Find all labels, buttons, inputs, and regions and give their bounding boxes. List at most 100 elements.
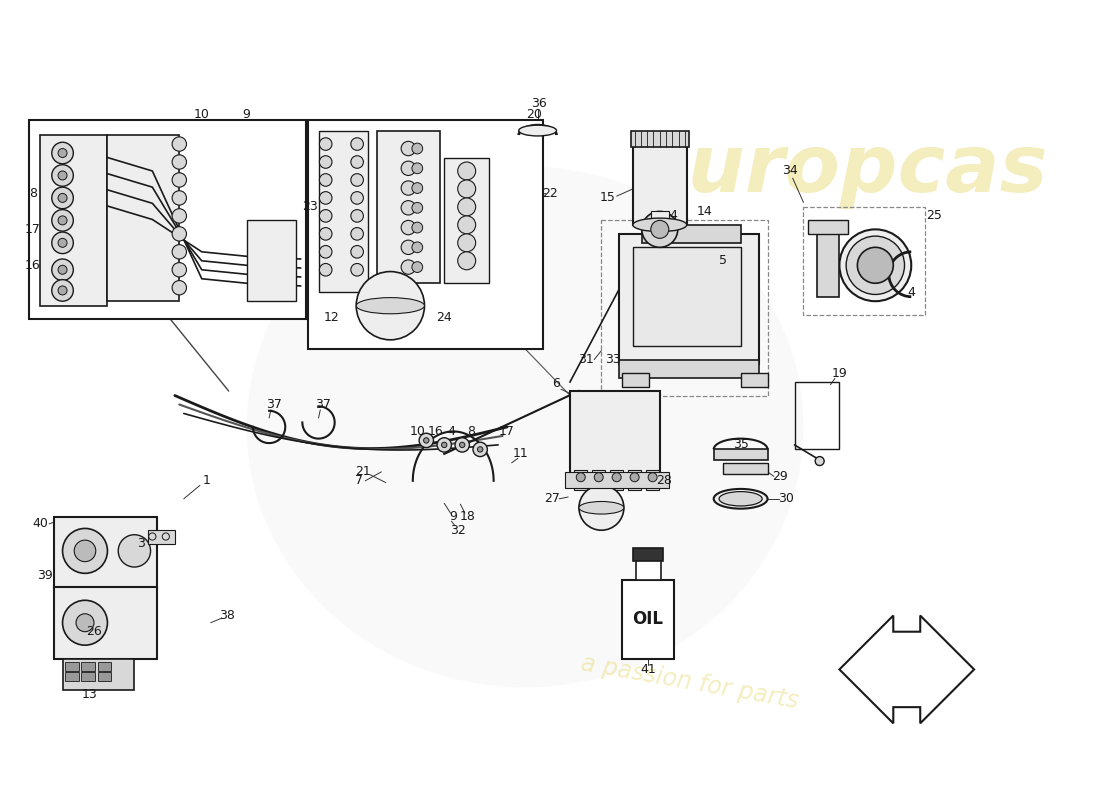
Circle shape [74, 540, 96, 562]
Bar [319, 130, 367, 292]
Text: 16: 16 [25, 258, 41, 272]
Bar [647, 470, 659, 490]
Circle shape [351, 174, 363, 186]
Circle shape [351, 156, 363, 168]
Circle shape [319, 192, 332, 204]
Bar [628, 470, 641, 490]
Text: 21: 21 [355, 466, 372, 478]
Circle shape [52, 280, 74, 302]
Circle shape [460, 442, 465, 447]
Text: 22: 22 [542, 187, 558, 200]
Circle shape [815, 457, 824, 466]
Bar [714, 450, 768, 460]
Circle shape [576, 473, 585, 482]
Bar [30, 120, 306, 319]
Circle shape [458, 234, 475, 252]
Circle shape [52, 232, 74, 254]
Circle shape [437, 438, 451, 452]
Bar [593, 470, 605, 490]
Text: 5: 5 [718, 254, 727, 267]
Circle shape [52, 165, 74, 186]
Circle shape [118, 534, 151, 567]
Text: a passion for parts: a passion for parts [579, 651, 801, 714]
Circle shape [411, 163, 422, 174]
Text: 12: 12 [324, 311, 340, 324]
Circle shape [63, 529, 108, 574]
Bar [636, 560, 661, 580]
Bar [623, 580, 674, 658]
Text: 10: 10 [409, 425, 426, 438]
Circle shape [458, 252, 475, 270]
Bar [602, 220, 768, 395]
Circle shape [402, 181, 416, 195]
Circle shape [63, 600, 108, 645]
Circle shape [630, 473, 639, 482]
Bar [641, 225, 740, 243]
Ellipse shape [719, 492, 762, 506]
Bar [65, 672, 79, 681]
Bar [444, 158, 490, 283]
Text: 33: 33 [605, 353, 621, 366]
Circle shape [319, 156, 332, 168]
Circle shape [172, 190, 187, 205]
Circle shape [76, 614, 94, 632]
Text: 37: 37 [266, 398, 282, 411]
Text: 10: 10 [194, 108, 210, 121]
Text: 25: 25 [926, 210, 942, 222]
Text: 34: 34 [782, 165, 797, 178]
Bar [63, 658, 134, 690]
Bar [108, 135, 179, 302]
Text: 40: 40 [32, 517, 48, 530]
Bar [651, 211, 669, 230]
Ellipse shape [632, 218, 686, 232]
Text: 17: 17 [25, 223, 41, 236]
Ellipse shape [579, 502, 624, 514]
Bar [570, 391, 660, 476]
Text: 41: 41 [640, 663, 656, 676]
Text: 3: 3 [136, 537, 144, 550]
Bar [619, 359, 759, 378]
Circle shape [172, 245, 187, 259]
Circle shape [402, 201, 416, 215]
Text: 18: 18 [460, 510, 475, 523]
Bar [246, 220, 296, 302]
Bar [610, 470, 623, 490]
Circle shape [477, 446, 483, 452]
Circle shape [411, 182, 422, 194]
Bar [65, 662, 79, 671]
Bar [623, 373, 649, 386]
Circle shape [148, 533, 156, 540]
Ellipse shape [839, 230, 911, 302]
Bar [98, 662, 111, 671]
Text: 7: 7 [355, 474, 363, 487]
Circle shape [455, 438, 470, 452]
Text: europcas: europcas [632, 130, 1047, 209]
Circle shape [441, 442, 447, 447]
Text: 4: 4 [448, 425, 455, 438]
Text: 26: 26 [86, 626, 102, 638]
Text: 29: 29 [772, 470, 788, 483]
Circle shape [402, 260, 416, 274]
Bar [631, 130, 689, 146]
Circle shape [172, 209, 187, 223]
Bar [81, 672, 95, 681]
Circle shape [458, 162, 475, 180]
Text: OIL: OIL [632, 610, 663, 628]
Circle shape [52, 142, 74, 164]
Circle shape [402, 220, 416, 234]
Bar [565, 472, 669, 488]
Circle shape [52, 187, 74, 209]
Circle shape [473, 442, 487, 457]
Circle shape [58, 194, 67, 202]
Bar [54, 587, 157, 658]
Circle shape [172, 155, 187, 169]
Circle shape [319, 210, 332, 222]
Text: 15: 15 [600, 191, 616, 205]
Bar [723, 463, 768, 474]
Circle shape [58, 266, 67, 274]
Bar [632, 247, 740, 346]
Text: 8: 8 [29, 187, 37, 200]
Circle shape [411, 242, 422, 253]
Circle shape [351, 263, 363, 276]
Circle shape [651, 220, 669, 238]
